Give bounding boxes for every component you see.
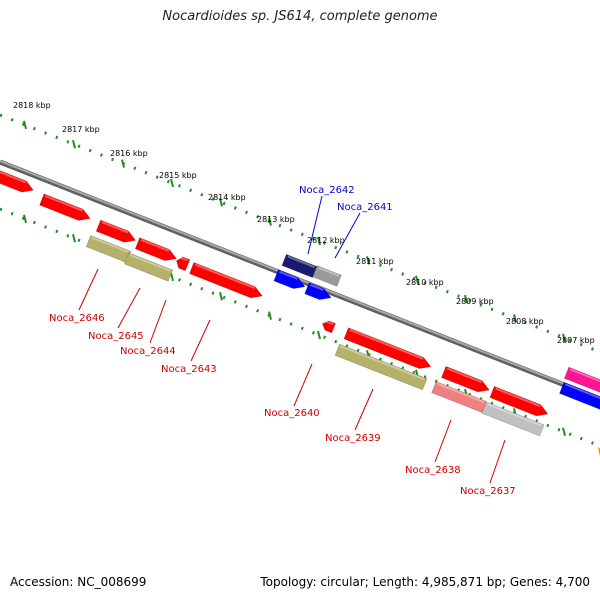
genome-stats-text: Topology: circular; Length: 4,985,871 bp…	[260, 575, 590, 589]
tick-label: 2807 kbp	[557, 336, 595, 345]
ruler-outer-track	[0, 113, 600, 354]
tick-label: 2813 kbp	[257, 215, 295, 224]
tick-label: 2816 kbp	[110, 149, 148, 158]
tick-label: 2810 kbp	[406, 278, 444, 287]
gene-label[interactable]: Noca_2642	[299, 185, 355, 196]
gene-leader-line	[334, 212, 361, 259]
gene-leader-line	[354, 388, 374, 431]
gene-arrow[interactable]	[321, 319, 336, 334]
accession-text: Accession: NC_008699	[10, 575, 147, 589]
gene-label[interactable]: Noca_2639	[325, 433, 381, 444]
gene-arrow[interactable]	[0, 167, 36, 196]
ruler-outer-major-tick	[317, 236, 321, 246]
gene-leader-line	[117, 287, 141, 329]
ruler-outer-major-tick	[562, 333, 566, 343]
ruler-outer-major-tick	[268, 217, 272, 226]
ruler-inner-major-tick	[170, 272, 174, 282]
gene-arrow[interactable]	[559, 381, 600, 413]
gene-arrow[interactable]	[134, 237, 178, 265]
ruler-outer-major-tick	[170, 178, 174, 188]
gene-label[interactable]: Noca_2645	[88, 331, 144, 342]
ruler-outer-major-tick	[72, 139, 76, 149]
gene-label[interactable]: Noca_2640	[264, 408, 320, 419]
tick-label: 2808 kbp	[506, 317, 544, 326]
gene-arrow[interactable]	[124, 252, 173, 282]
gene-arrow[interactable]	[334, 343, 428, 391]
ruler-inner-major-tick	[268, 311, 272, 320]
gene-arrow[interactable]	[563, 366, 600, 396]
gene-arrow[interactable]	[343, 327, 433, 373]
ruler-inner-major-tick	[72, 233, 76, 243]
tick-label: 2814 kbp	[208, 193, 246, 202]
gene-leader-line	[149, 299, 167, 344]
gene-leader-line	[293, 363, 313, 407]
ruler-outer-major-tick	[219, 198, 223, 207]
ruler-outer-major-tick	[513, 314, 517, 323]
gene-label[interactable]: Noca_2637	[460, 486, 516, 497]
tick-label: 2809 kbp	[456, 297, 494, 306]
gene-label[interactable]: Noca_2644	[120, 346, 176, 357]
gene-label[interactable]: Noca_2641	[337, 202, 393, 213]
ruler-inner-major-tick	[23, 214, 27, 224]
gene-arrow[interactable]	[39, 193, 93, 224]
gene-arrow[interactable]	[304, 282, 334, 304]
gene-label[interactable]: Noca_2646	[49, 313, 105, 324]
tick-labels: 2818 kbp 2817 kbp 2816 kbp 2815 kbp 2814 kbp…	[13, 101, 595, 345]
ruler-outer-major-tick	[366, 256, 370, 265]
gene-arrow[interactable]	[489, 386, 550, 419]
gene-leader-line	[434, 419, 452, 463]
gene-arrow[interactable]	[431, 381, 487, 413]
gene-arrow[interactable]	[273, 269, 307, 293]
gene-leader-line	[489, 439, 506, 484]
ruler-inner-major-tick	[562, 427, 566, 437]
ruler-inner-major-tick	[219, 292, 223, 301]
tick-label: 2817 kbp	[62, 125, 100, 134]
ruler-outer-major-tick	[23, 120, 27, 130]
gene-leader-line	[190, 319, 211, 362]
gene-arrow[interactable]	[441, 366, 492, 395]
tick-label: 2812 kbp	[307, 236, 345, 245]
ruler-outer-major-tick	[415, 275, 419, 284]
ruler-inner-major-tick	[317, 330, 321, 340]
gene-arrow[interactable]	[189, 262, 264, 301]
gene-arrow[interactable]	[95, 219, 138, 246]
ruler-outer-major-tick	[464, 294, 468, 304]
backbone-highlight	[0, 160, 600, 399]
gene-label[interactable]: Noca_2643	[161, 364, 217, 375]
gene-labels: Noca_2646 Noca_2645 Noca_2644 Noca_2643 Noca…	[49, 185, 516, 497]
ruler-outer-major-tick	[121, 159, 125, 168]
gene-leader-line	[307, 195, 323, 255]
tick-label: 2811 kbp	[356, 257, 394, 266]
gene-arrow[interactable]	[174, 255, 191, 272]
tick-label: 2815 kbp	[159, 171, 197, 180]
gene-features[interactable]	[0, 167, 600, 457]
map-title: Nocardioides sp. JS614, complete genome	[162, 9, 438, 24]
gene-arrow[interactable]	[281, 253, 318, 279]
gene-leader-line	[78, 268, 99, 311]
gene-label[interactable]: Noca_2638	[405, 465, 461, 476]
gene-arrow[interactable]	[481, 401, 545, 437]
gene-arrow[interactable]	[312, 265, 342, 287]
tick-label: 2818 kbp	[13, 101, 51, 110]
